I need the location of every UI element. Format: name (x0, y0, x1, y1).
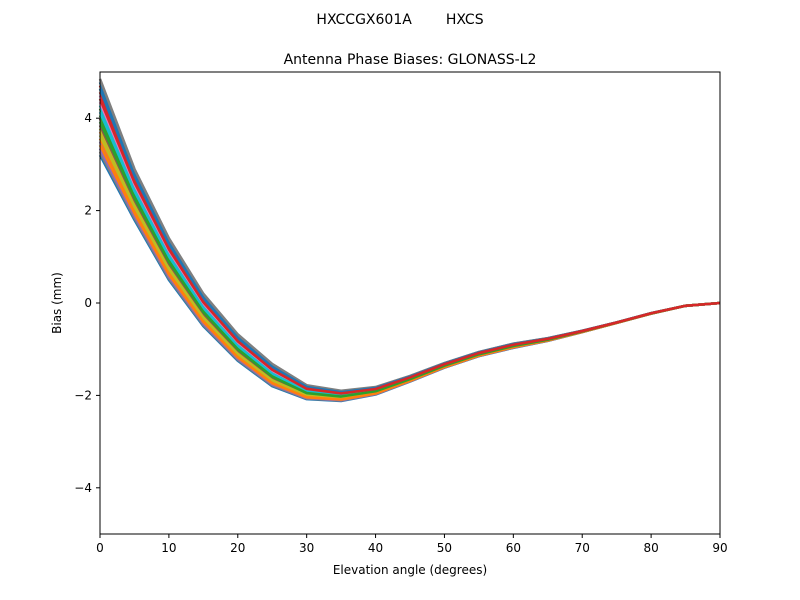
series-line-4 (98, 141, 721, 401)
y-tick-label-1: −2 (74, 388, 92, 402)
x-axis-label: Elevation angle (degrees) (333, 563, 487, 577)
chart-title: Antenna Phase Biases: GLONASS-L2 (284, 52, 537, 68)
series-line-19 (98, 91, 721, 394)
series-line-11 (98, 118, 721, 398)
suptitle-radome: HXCS (446, 12, 484, 28)
y-tick-label-2: 0 (84, 296, 92, 310)
suptitle-antenna: HXCCGX601A (316, 12, 412, 28)
x-axis: 0 10 20 30 40 50 60 70 80 90 (96, 534, 728, 555)
series-line-23 (98, 78, 721, 393)
series-line-22 (98, 81, 721, 393)
series-line-15 (98, 104, 721, 396)
chart-suptitle: HXCCGX601A HXCS (316, 12, 483, 28)
y-axis-label: Bias (mm) (50, 272, 64, 334)
series-line-14 (98, 108, 721, 397)
series-line-18 (98, 95, 721, 395)
y-tick-label-3: 2 (84, 204, 92, 218)
series-line-7 (98, 131, 721, 400)
series-line-17 (98, 98, 721, 395)
series-line-3 (98, 144, 721, 401)
series-line-9 (98, 124, 721, 399)
x-tick-label-6: 60 (506, 541, 521, 555)
series-line-20 (98, 88, 721, 394)
y-tick-label-4: 4 (84, 111, 92, 125)
series-line-13 (98, 111, 721, 397)
series-group (98, 78, 721, 403)
series-line-10 (98, 121, 721, 398)
series-line-5 (98, 138, 721, 401)
series-line-2 (98, 147, 721, 402)
series-line-12 (98, 114, 721, 397)
x-tick-label-1: 10 (161, 541, 176, 555)
x-tick-label-0: 0 (96, 541, 104, 555)
x-tick-label-2: 20 (230, 541, 245, 555)
y-axis: −4 −2 0 2 4 (74, 111, 100, 495)
series-line-16 (98, 101, 721, 396)
y-tick-label-0: −4 (74, 481, 92, 495)
x-tick-label-3: 30 (299, 541, 314, 555)
x-tick-label-4: 40 (368, 541, 383, 555)
x-tick-label-9: 90 (712, 541, 727, 555)
x-tick-label-5: 50 (437, 541, 452, 555)
x-tick-label-7: 70 (575, 541, 590, 555)
x-tick-label-8: 80 (643, 541, 658, 555)
series-line-21 (98, 85, 721, 393)
series-line-8 (98, 128, 721, 399)
series-line-6 (98, 134, 721, 400)
